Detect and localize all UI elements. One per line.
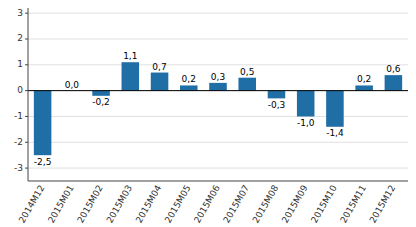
x-tick-label: 2015M12 xyxy=(368,183,398,224)
bar xyxy=(151,73,169,91)
data-label: 0,7 xyxy=(152,62,166,72)
bar xyxy=(122,62,140,90)
data-label: 0,0 xyxy=(65,80,80,90)
grid-line xyxy=(28,90,408,91)
data-label: 0,6 xyxy=(386,64,401,74)
x-tick-label: 2015M09 xyxy=(280,183,310,225)
y-tick-label: -2 xyxy=(14,137,23,147)
bar xyxy=(385,75,403,90)
bar xyxy=(180,85,198,90)
grid-line xyxy=(28,64,408,65)
x-tick-label: 2015M11 xyxy=(338,183,368,224)
y-axis-line xyxy=(28,8,29,181)
grid-line xyxy=(28,168,408,169)
y-tick-label: 2 xyxy=(17,33,23,43)
data-label: -2,5 xyxy=(34,157,52,167)
data-label: 0,2 xyxy=(182,74,196,84)
x-tick-label: 2015M01 xyxy=(46,183,76,224)
bars xyxy=(34,62,402,155)
bar xyxy=(238,78,256,91)
y-tick-label: -3 xyxy=(14,163,23,173)
chart-container: -3 -2 -1 0 1 2 3 -2,5 0,0 -0,2 1,1 0,7 0,2 0,3 0,5 -0,3… xyxy=(0,0,416,227)
bar xyxy=(92,91,110,96)
x-tick-label: 2015M06 xyxy=(192,183,222,225)
x-tick-label: 2015M08 xyxy=(251,183,281,225)
bar xyxy=(326,91,344,127)
data-label: -0,2 xyxy=(92,97,110,107)
x-axis: 2014M122015M012015M022015M032015M042015M… xyxy=(17,183,397,225)
data-label: 0,5 xyxy=(240,67,254,77)
x-tick-label: 2015M10 xyxy=(309,183,339,225)
x-axis-line xyxy=(28,181,408,182)
data-labels: -2,5 0,0 -0,2 1,1 0,7 0,2 0,3 0,5 -0,3 -1,0 -1,4 0,… xyxy=(34,51,401,166)
y-tick-label: -1 xyxy=(14,111,23,121)
x-tick-label: 2015M02 xyxy=(75,183,105,224)
x-tick-label: 2014M12 xyxy=(17,183,47,224)
grid-line xyxy=(28,142,408,143)
bar xyxy=(268,91,286,99)
y-tick-label: 3 xyxy=(17,8,23,18)
grid-line xyxy=(28,38,408,39)
x-tick-label: 2015M07 xyxy=(221,183,251,224)
grid-line xyxy=(28,116,408,117)
data-label: 0,2 xyxy=(357,74,371,84)
data-label: -0,3 xyxy=(268,100,286,110)
data-label: 1,1 xyxy=(123,51,137,61)
bar xyxy=(34,91,52,156)
data-label: -1,0 xyxy=(297,118,315,128)
grid-line xyxy=(28,13,408,14)
grid xyxy=(28,13,408,168)
data-label: -1,4 xyxy=(326,128,344,138)
bar xyxy=(209,83,227,91)
y-axis: -3 -2 -1 0 1 2 3 xyxy=(14,8,28,173)
x-tick-label: 2015M05 xyxy=(163,183,193,224)
x-tick-label: 2015M03 xyxy=(104,183,134,224)
x-tick-label: 2015M04 xyxy=(134,183,164,225)
y-tick-label: 0 xyxy=(17,85,23,95)
y-tick-label: 1 xyxy=(17,59,23,69)
zero-line xyxy=(28,90,408,91)
chart: -3 -2 -1 0 1 2 3 -2,5 0,0 -0,2 1,1 0,7 0,2 0,3 0,5 -0,3… xyxy=(0,0,416,227)
bar xyxy=(297,91,315,117)
data-label: 0,3 xyxy=(211,72,225,82)
bar xyxy=(355,85,373,90)
